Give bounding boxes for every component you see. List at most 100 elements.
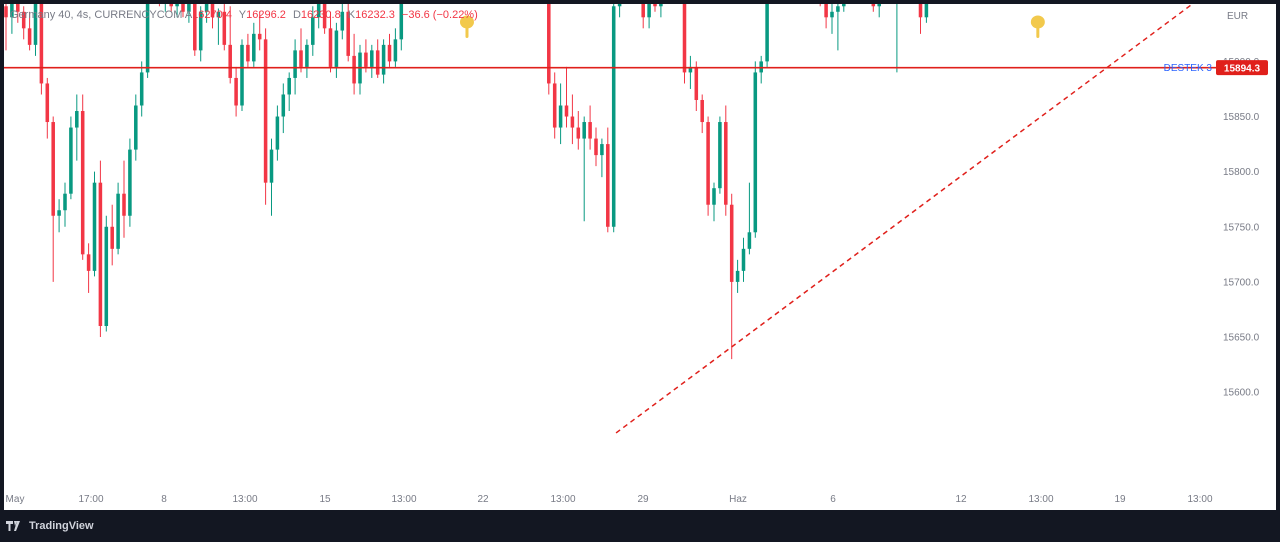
candle[interactable] — [747, 232, 752, 249]
candle[interactable] — [387, 44, 392, 62]
candle[interactable] — [293, 50, 297, 78]
candle[interactable] — [252, 33, 256, 62]
candle[interactable] — [682, 0, 687, 73]
candle[interactable] — [393, 39, 398, 62]
support-price-tag[interactable] — [1216, 60, 1268, 76]
candle[interactable] — [328, 28, 333, 67]
candle[interactable] — [606, 144, 610, 227]
candle[interactable] — [724, 122, 728, 205]
candle[interactable] — [269, 149, 274, 183]
candle[interactable] — [75, 111, 79, 128]
candle[interactable] — [741, 248, 746, 271]
candle[interactable] — [381, 44, 386, 75]
candle[interactable] — [193, 0, 197, 51]
candle[interactable] — [275, 116, 280, 150]
candle[interactable] — [340, 11, 345, 31]
candle[interactable] — [86, 254, 91, 271]
candle[interactable] — [187, 0, 191, 12]
candle[interactable] — [98, 182, 103, 326]
candle[interactable] — [169, 0, 173, 7]
candle[interactable] — [316, 0, 321, 18]
candle[interactable] — [594, 138, 598, 156]
trend-line[interactable] — [615, 0, 1216, 434]
candle[interactable] — [246, 44, 250, 62]
candle[interactable] — [122, 193, 126, 216]
candle[interactable] — [16, 1, 20, 12]
candle[interactable] — [57, 210, 61, 216]
candle[interactable] — [735, 270, 740, 282]
candle[interactable] — [370, 50, 374, 67]
symbol-title[interactable]: Germany 40, 4s, CURRENCYCOM — [10, 9, 183, 21]
candle[interactable] — [836, 6, 840, 12]
candle[interactable] — [158, 0, 162, 1]
candle[interactable] — [830, 11, 834, 18]
candle[interactable] — [694, 66, 699, 100]
time-axis[interactable] — [4, 486, 1276, 510]
candle[interactable] — [352, 55, 356, 84]
candle[interactable] — [558, 105, 563, 128]
candle[interactable] — [700, 99, 704, 123]
candle[interactable] — [712, 188, 716, 205]
candle[interactable] — [263, 39, 268, 183]
candle[interactable] — [729, 204, 734, 282]
candle[interactable] — [222, 11, 227, 45]
candle[interactable] — [918, 0, 923, 18]
candle[interactable] — [346, 11, 350, 56]
candle[interactable] — [871, 0, 876, 7]
candle[interactable] — [576, 127, 581, 139]
candle[interactable] — [311, 17, 315, 45]
candle[interactable] — [824, 0, 828, 18]
candle[interactable] — [69, 127, 73, 194]
candle[interactable] — [110, 226, 114, 249]
candle[interactable] — [281, 94, 286, 117]
candle[interactable] — [4, 6, 8, 18]
candle[interactable] — [33, 1, 38, 45]
candle[interactable] — [128, 149, 132, 216]
candle[interactable] — [924, 0, 929, 18]
candle[interactable] — [718, 122, 722, 189]
candle[interactable] — [299, 50, 303, 67]
candle[interactable] — [653, 0, 657, 7]
candle[interactable] — [570, 116, 575, 128]
candle[interactable] — [364, 52, 368, 67]
candle[interactable] — [617, 0, 622, 7]
candle[interactable] — [39, 1, 44, 84]
candle[interactable] — [92, 182, 97, 271]
candle[interactable] — [305, 44, 309, 67]
candle[interactable] — [688, 66, 693, 73]
candle[interactable] — [45, 83, 50, 123]
candle[interactable] — [204, 1, 209, 12]
candle[interactable] — [51, 122, 55, 216]
candle[interactable] — [104, 226, 109, 326]
candle[interactable] — [706, 122, 710, 205]
candle[interactable] — [641, 0, 645, 18]
candle[interactable] — [216, 11, 221, 18]
candle[interactable] — [116, 193, 120, 249]
candle[interactable] — [287, 77, 291, 95]
candle[interactable] — [547, 0, 551, 84]
candle[interactable] — [322, 0, 327, 29]
candle[interactable] — [753, 72, 758, 233]
candle[interactable] — [564, 105, 569, 117]
candle[interactable] — [175, 0, 179, 7]
candle[interactable] — [228, 44, 232, 78]
candle[interactable] — [198, 11, 203, 51]
price-axis[interactable] — [1220, 4, 1276, 510]
candle[interactable] — [21, 11, 26, 29]
candle[interactable] — [164, 0, 168, 1]
candle[interactable] — [257, 33, 262, 40]
candle[interactable] — [611, 6, 616, 227]
candle[interactable] — [582, 122, 586, 139]
candle[interactable] — [139, 72, 144, 106]
candle[interactable] — [765, 0, 769, 62]
candle[interactable] — [181, 0, 185, 12]
candle[interactable] — [600, 144, 604, 156]
candle[interactable] — [659, 0, 663, 7]
candle[interactable] — [240, 44, 244, 106]
candlestick-chart[interactable]: DESTEK 1DESTEK 2DESTEK 315600.015650.015… — [0, 0, 1280, 512]
candle[interactable] — [80, 111, 85, 255]
tradingview-logo[interactable]: TradingView — [6, 520, 94, 532]
candle[interactable] — [375, 50, 380, 75]
candle[interactable] — [647, 0, 651, 18]
candle[interactable] — [234, 77, 238, 106]
